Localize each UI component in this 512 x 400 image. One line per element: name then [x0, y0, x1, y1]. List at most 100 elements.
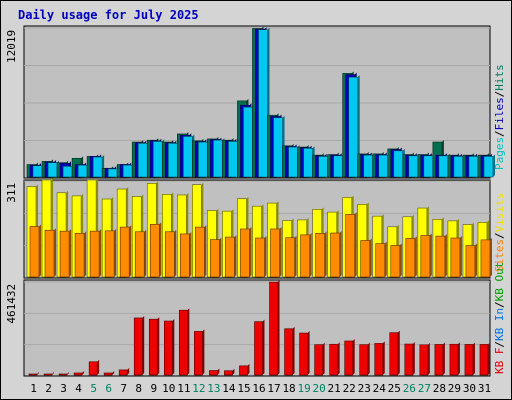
visits-panel-bar-sites-side	[84, 231, 87, 277]
hits-panel-bar-pages	[273, 117, 283, 178]
hits-panel-bar-pages	[408, 155, 419, 178]
visits-panel-bar-sites	[225, 236, 235, 278]
kbytes-panel-bar-kb-f-side	[82, 370, 85, 375]
kbytes-panel-ymax-label: 461432	[5, 284, 18, 324]
day-label: 16	[252, 382, 265, 395]
visits-panel-bar-sites	[390, 245, 401, 278]
kbytes-panel-bar-kb-f-side	[232, 368, 235, 375]
kbytes-panel-bar-kb-f-side	[472, 342, 475, 375]
kbytes-panel-bar-kb-f-side	[97, 359, 100, 375]
kbytes-panel-bar-kb-f	[314, 344, 323, 376]
visits-panel-bar-sites-side	[459, 236, 462, 277]
kbytes-panel-bar-kb-f	[449, 343, 459, 376]
hits-panel-bar-pages	[107, 168, 118, 178]
hits-panel-legend-hits: Hits	[493, 64, 506, 91]
kbytes-panel-bar-kb-f-side	[352, 338, 355, 375]
day-label: 29	[448, 382, 461, 395]
visits-panel-bar-sites	[465, 245, 476, 278]
day-label: 9	[150, 382, 157, 395]
hits-panel-bar-pages	[122, 164, 133, 178]
hits-panel-bar-pages	[333, 155, 343, 178]
kbytes-panel-bar-kb-f	[118, 369, 128, 376]
day-label: 19	[297, 382, 310, 395]
kbytes-panel-bar-kb-f-side	[277, 280, 280, 375]
day-label: 24	[373, 382, 387, 395]
visits-panel-bar-sites-side	[189, 231, 192, 277]
visits-panel-bar-sites	[315, 233, 325, 278]
day-label: 12	[192, 382, 205, 395]
visits-panel-legend-sites: Sites	[493, 239, 506, 272]
kbytes-panel-bar-kb-f	[194, 331, 203, 376]
kbytes-panel-bar-kb-f-side	[442, 342, 445, 375]
kbytes-panel-bar-kb-f-side	[202, 329, 205, 375]
day-label: 25	[388, 382, 401, 395]
hits-panel-bar-pages	[438, 155, 449, 178]
day-label: 30	[463, 382, 476, 395]
day-label: 28	[433, 382, 446, 395]
day-label: 31	[478, 382, 491, 395]
visits-panel-bar-sites-side	[324, 231, 327, 277]
kbytes-panel-legend-kb-out: KB Out	[493, 262, 506, 302]
kbytes-panel-bar-kb-f	[359, 344, 369, 376]
hits-panel-bar-pages	[243, 106, 253, 178]
visits-panel-ymax-label: 311	[5, 183, 18, 203]
kbytes-panel-legend-separator: /	[493, 341, 506, 348]
visits-panel-bar-sites-side	[444, 234, 447, 277]
kbytes-panel-legend-kb-in: KB In	[493, 308, 506, 341]
kbytes-panel-bar-kb-f-side	[52, 371, 55, 375]
kbytes-panel-bar-kb-f	[163, 320, 173, 376]
kbytes-panel-bar-kb-f	[209, 370, 218, 376]
kbytes-panel-bar-kb-f	[344, 340, 353, 376]
visits-panel-bar-sites-side	[309, 232, 312, 277]
day-label: 7	[120, 382, 127, 395]
visits-panel-bar-sites-side	[264, 236, 267, 277]
visits-panel-bar-sites	[104, 230, 115, 278]
day-label: 18	[282, 382, 295, 395]
kbytes-panel-bar-kb-f-side	[397, 330, 400, 375]
hits-panel-bar-pages	[468, 156, 479, 178]
day-label: 23	[358, 382, 371, 395]
visits-panel-bar-sites-side	[369, 238, 372, 277]
kbytes-panel-bar-kb-f	[479, 344, 489, 376]
day-label: 13	[207, 382, 220, 395]
day-label: 15	[237, 382, 250, 395]
hits-panel-bar-pages	[228, 141, 238, 178]
hits-panel-bar-pages	[258, 29, 268, 178]
kbytes-panel-bar-kb-f	[419, 344, 429, 376]
visits-panel-legend-separator: /	[493, 232, 506, 239]
kbytes-panel-bar-kb-f	[103, 372, 113, 376]
chart-title: Daily usage for July 2025	[18, 8, 199, 22]
hits-panel-bar-pages	[198, 141, 208, 178]
visits-panel-bar-sites	[89, 230, 100, 278]
kbytes-panel-bar-kb-f	[464, 344, 474, 376]
hits-panel-ymax-label: 12019	[5, 30, 18, 63]
kbytes-panel-bar-kb-f	[254, 321, 263, 376]
hits-panel-bar-pages	[423, 155, 434, 178]
kbytes-panel-bar-kb-f	[329, 343, 338, 376]
kbytes-panel-bar-kb-f-side	[67, 371, 70, 375]
kbytes-panel-bar-kb-f-side	[112, 370, 115, 375]
visits-panel-legend-visits: Visits	[493, 193, 506, 233]
visits-panel-bar-sites	[300, 234, 310, 278]
kbytes-panel-bar-kb-f	[374, 343, 384, 376]
visits-panel-bar-sites-side	[39, 224, 41, 277]
visits-panel-bar-sites	[195, 226, 205, 278]
kbytes-panel-bar-kb-f	[224, 370, 233, 376]
visits-panel-bar-sites-side	[54, 228, 57, 277]
visits-panel-bar-sites-side	[219, 237, 222, 277]
visits-panel-bar-sites	[134, 231, 145, 278]
hits-panel-legend-separator: /	[493, 91, 506, 98]
visits-panel-bar-sites-side	[474, 243, 477, 277]
day-label: 17	[267, 382, 280, 395]
day-label: 1	[30, 382, 37, 395]
kbytes-panel-bar-kb-f	[284, 328, 293, 376]
kbytes-panel-bar-kb-f	[88, 361, 98, 376]
kbytes-panel-bar-kb-f-side	[457, 342, 460, 375]
kbytes-panel-legend-kb-f: KB F	[493, 348, 506, 375]
hits-panel-bar-pages	[152, 141, 163, 178]
visits-panel-bar-sites	[149, 223, 160, 278]
hits-panel-bar-pages	[378, 154, 389, 178]
hits-panel-bar-pages	[393, 150, 404, 178]
kbytes-panel-bar-kb-f-side	[157, 317, 160, 375]
visits-panel-bar-sites-side	[384, 241, 387, 277]
